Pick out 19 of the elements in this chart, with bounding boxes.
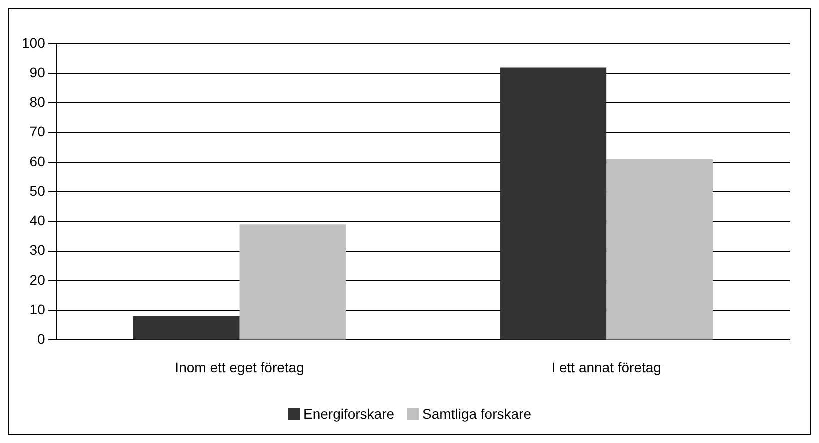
legend-label: Samtliga forskare — [422, 406, 532, 422]
y-tick-label: 70 — [30, 124, 46, 140]
y-tick-label: 80 — [30, 94, 46, 110]
y-tick-label: 100 — [22, 34, 46, 51]
y-tick-label: 20 — [30, 272, 46, 288]
bar — [606, 160, 713, 340]
bar — [133, 316, 240, 340]
x-tick-label: Inom ett eget företag — [175, 359, 304, 376]
y-tick-label: 50 — [30, 182, 46, 199]
y-tick-label: 30 — [30, 242, 46, 258]
bar — [500, 68, 607, 340]
y-tick-label: 90 — [30, 64, 46, 80]
legend-label: Energiforskare — [304, 406, 395, 422]
bar — [240, 224, 346, 340]
y-tick-label: 0 — [38, 331, 46, 348]
x-tick-label: I ett annat företag — [552, 359, 662, 376]
y-tick-label: 10 — [30, 301, 46, 318]
y-tick-label: 60 — [30, 153, 46, 170]
y-tick-label: 40 — [30, 212, 46, 229]
